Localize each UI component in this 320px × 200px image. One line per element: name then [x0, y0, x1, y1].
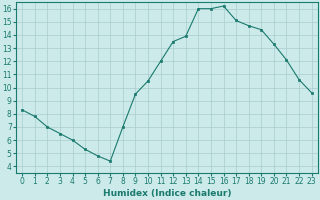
- X-axis label: Humidex (Indice chaleur): Humidex (Indice chaleur): [103, 189, 231, 198]
